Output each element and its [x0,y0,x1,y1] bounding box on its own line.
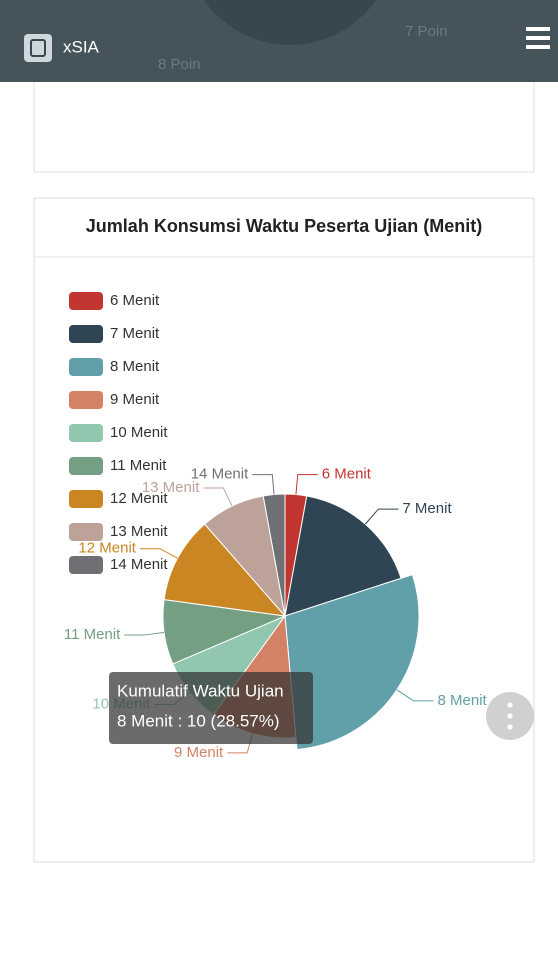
label-line [364,508,399,525]
legend-swatch [69,490,103,508]
legend-label: 10 Menit [110,424,168,441]
slice-label: 6 Menit [322,466,372,483]
legend-swatch [69,424,103,442]
menu-bar [526,45,550,49]
pie-chart: 6 Menit 7 Menit 8 Menit 9 Menit 10 Menit 11 M… [64,292,488,761]
menu-bar [526,36,550,40]
more-dot [507,724,513,730]
label-line [295,474,318,495]
card-title: Jumlah Konsumsi Waktu Peserta Ujian (Men… [86,216,482,236]
tooltip-title: Kumulatif Waktu Ujian [117,681,284,700]
label-line [396,689,434,702]
pie-slice [262,493,286,617]
tooltip: Kumulatif Waktu Ujian 8 Menit : 10 (28.57… [109,672,313,744]
legend-label: 12 Menit [110,490,168,507]
legend: 6 Menit 7 Menit 8 Menit 9 Menit 10 Menit 11 M… [69,292,168,574]
menu-bar [526,27,550,31]
tooltip-box [109,672,313,744]
slice-label: 9 Menit [174,744,224,761]
app-logo[interactable] [24,34,52,62]
legend-label: 8 Menit [110,358,160,375]
legend-label: 6 Menit [110,292,160,309]
background-label: 8 Poin [158,56,201,73]
legend-swatch [69,391,103,409]
legend-swatch [69,457,103,475]
menu-button[interactable] [526,27,550,49]
header [0,0,558,82]
legend-swatch [69,523,103,541]
legend-swatch [69,292,103,310]
slice-label: 8 Menit [438,692,488,709]
label-line [124,631,165,636]
tooltip-label: 8 Menit : 10 (28.57%) [117,711,280,730]
label-line [252,474,275,495]
legend-swatch [69,556,103,574]
slice-label: 12 Menit [78,540,136,557]
legend-swatch [69,325,103,343]
background-label: 7 Poin [405,23,448,40]
legend-label: 9 Menit [110,391,160,408]
label-line [139,548,178,559]
pie-slice [284,495,402,617]
app-logo-mark [30,39,46,57]
more-dot [507,713,513,719]
legend-swatch [69,358,103,376]
more-dot [507,702,513,708]
app-title: xSIA [63,37,100,56]
slice-label: 7 Menit [402,500,452,517]
label-line [203,487,233,507]
legend-label: 13 Menit [110,523,168,540]
slice-label: 11 Menit [64,626,121,643]
pie-slice [284,573,420,751]
legend-label: 11 Menit [110,457,167,474]
slice-label: 14 Menit [191,466,249,483]
more-button[interactable] [486,692,534,740]
legend-label: 7 Menit [110,325,160,342]
slice-label: 13 Menit [142,479,200,496]
legend-label: 14 Menit [110,556,168,573]
